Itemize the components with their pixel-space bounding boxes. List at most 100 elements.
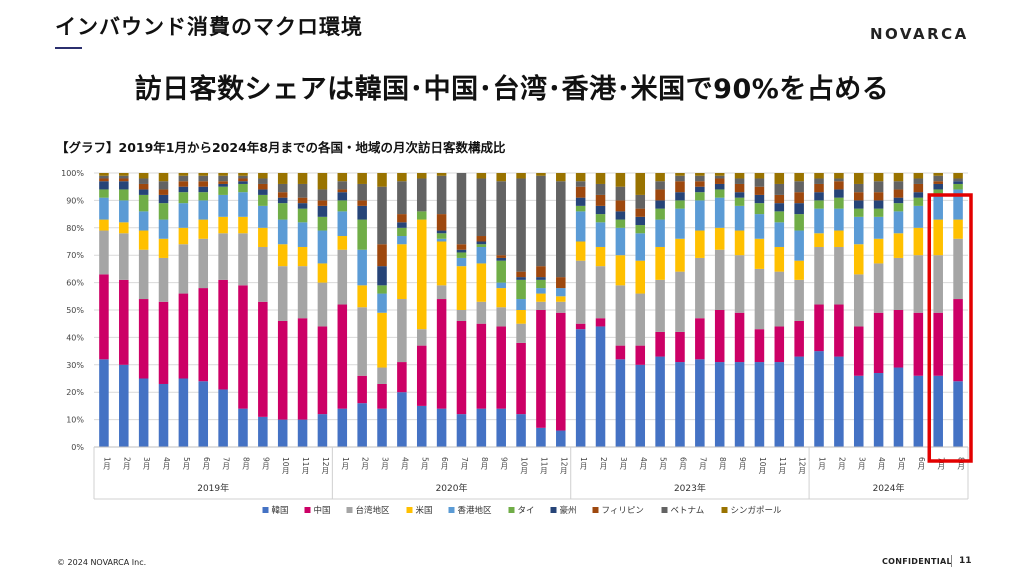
x-tick-label: 8月 — [241, 457, 250, 470]
legend-swatch — [406, 507, 413, 513]
bar-segment — [695, 200, 705, 231]
bar-segment — [138, 183, 149, 190]
bar-segment — [178, 244, 189, 294]
legend-swatch — [304, 507, 311, 513]
x-tick-label: 9月 — [738, 457, 747, 470]
bar-segment — [734, 230, 745, 256]
bar-segment — [138, 173, 149, 179]
bar-segment — [297, 183, 308, 198]
x-tick-label: 5月 — [420, 457, 429, 470]
bar-segment — [397, 227, 407, 237]
bar-segment — [575, 186, 586, 198]
section-title: インバウンド消費のマクロ環境 — [55, 15, 363, 39]
bar-segment — [794, 192, 804, 204]
bar-segment — [198, 219, 209, 239]
bar-segment — [675, 271, 685, 332]
legend-label: フィリピン — [602, 506, 644, 516]
bar-segment — [238, 408, 248, 447]
bar-segment — [754, 194, 765, 204]
bar-segment — [277, 203, 288, 220]
bar-segment — [556, 301, 566, 313]
bar-segment — [933, 175, 943, 182]
bar-segment — [853, 173, 864, 184]
bar-segment — [158, 257, 169, 302]
bar-segment — [834, 181, 844, 190]
bar-segment — [695, 173, 705, 176]
bar-segment — [933, 181, 943, 184]
bar-segment — [496, 408, 506, 447]
bar-segment — [158, 301, 169, 384]
bar-segment — [814, 178, 824, 184]
bar-segment — [556, 277, 566, 289]
bar-segment — [575, 260, 586, 324]
bar-segment — [933, 189, 943, 195]
bar-segment — [277, 192, 288, 198]
bar-segment — [119, 200, 129, 223]
bar-segment — [258, 205, 268, 228]
bar-segment — [734, 197, 745, 206]
legend-label: 韓国 — [272, 505, 289, 516]
bar-segment — [774, 222, 785, 247]
bar-segment — [238, 285, 248, 409]
bar-segment — [774, 211, 785, 223]
bar-segment — [416, 178, 427, 212]
bar-segment — [198, 181, 209, 187]
bar-segment — [675, 331, 685, 363]
x-tick-label: 7月 — [698, 457, 707, 470]
x-tick-label: 2月 — [599, 457, 608, 470]
bar-segment — [178, 181, 189, 187]
bar-segment — [317, 414, 328, 447]
bar-segment — [218, 389, 228, 447]
bar-segment — [516, 277, 526, 280]
legend-swatch — [592, 507, 599, 513]
x-tick-label: 7月 — [460, 457, 469, 470]
bar-segment — [595, 326, 606, 447]
bar-segment — [754, 173, 765, 179]
bar-segment — [893, 367, 904, 447]
bar-segment — [496, 255, 506, 258]
bar-segment — [536, 175, 546, 267]
bar-segment — [456, 244, 467, 250]
bar-segment — [794, 214, 804, 231]
bar-segment — [158, 203, 169, 220]
bar-segment — [556, 296, 566, 302]
bar-segment — [436, 233, 447, 239]
bar-segment — [198, 192, 209, 201]
bar-segment — [397, 222, 407, 228]
bar-segment — [436, 285, 447, 300]
bar-segment — [357, 173, 367, 184]
bar-segment — [119, 173, 129, 176]
bar-segment — [496, 326, 506, 409]
x-tick-label: 2月 — [361, 457, 370, 470]
y-tick-label: 80% — [66, 224, 84, 233]
legend-swatch — [721, 507, 728, 513]
bar-segment — [297, 197, 308, 204]
bar-segment — [655, 173, 665, 182]
x-tick-label: 6月 — [678, 457, 687, 470]
bar-segment — [873, 181, 884, 193]
x-tick-label: 1月 — [818, 457, 827, 470]
bar-segment — [595, 246, 606, 267]
bar-segment — [774, 183, 785, 195]
bar-segment — [476, 178, 487, 237]
bar-segment — [655, 279, 665, 332]
copyright-text: © 2024 NOVARCA Inc. — [57, 558, 147, 567]
bar-segment — [575, 181, 586, 187]
bar-segment — [575, 211, 586, 242]
bar-segment — [198, 381, 209, 447]
bar-segment — [734, 173, 745, 179]
bar-segment — [377, 266, 387, 286]
bar-segment — [556, 173, 566, 182]
x-tick-label: 9月 — [261, 457, 270, 470]
bar-segment — [99, 359, 109, 447]
bar-segment — [714, 175, 725, 179]
bar-segment — [416, 345, 427, 406]
bar-segment — [714, 249, 725, 310]
y-tick-label: 40% — [66, 333, 84, 342]
bar-segment — [933, 173, 943, 176]
bar-segment — [397, 173, 407, 182]
bar-segment — [119, 233, 129, 280]
x-tick-label: 1月 — [102, 457, 111, 470]
bar-segment — [913, 205, 924, 228]
bar-segment — [714, 189, 725, 198]
